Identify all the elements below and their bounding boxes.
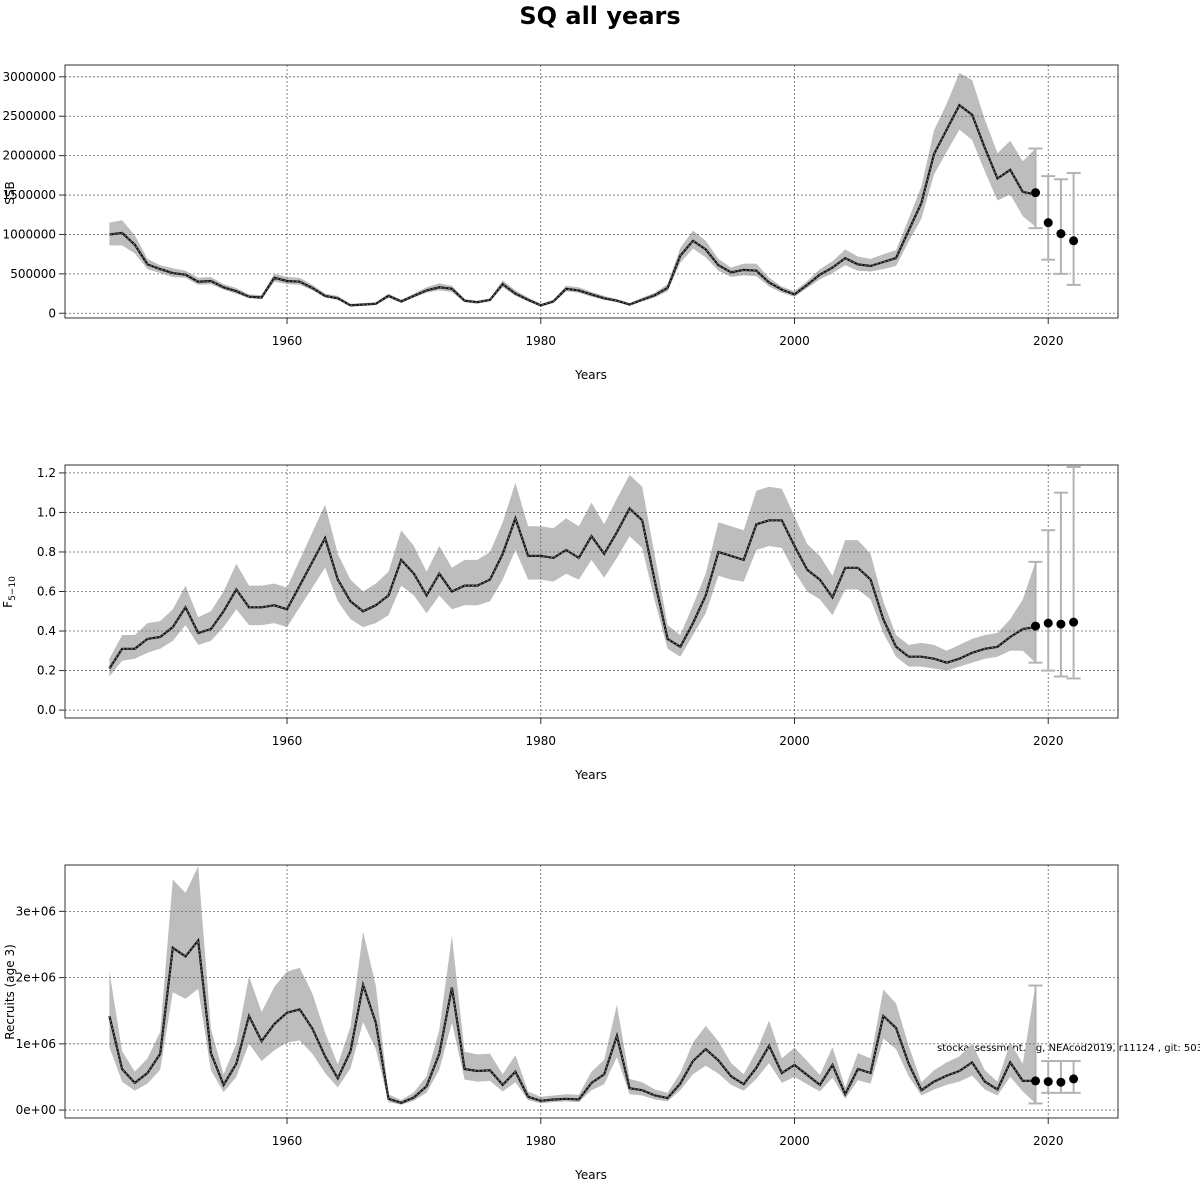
ssb-y-tick-label: 2500000: [3, 109, 56, 123]
ssb-x-tick-label: 1980: [525, 334, 556, 348]
recruits-y-tick-label: 2e+06: [16, 971, 56, 985]
fbar-confidence-band: [109, 474, 1036, 677]
ssb-forecast-point: [1043, 218, 1053, 228]
recruits-confidence-band: [109, 866, 1036, 1105]
panel-recruits: Years Recruits (age 3) stockassessment.o…: [3, 864, 1200, 1182]
ssb-confidence-band: [109, 72, 1036, 307]
recruits-x-tick-label: 2020: [1033, 1134, 1064, 1148]
fbar-forecast-point: [1056, 619, 1066, 629]
recruits-plot-area: [65, 865, 1118, 1118]
fbar-y-tick-label: 0.4: [37, 624, 56, 638]
fbar-y-tick-label: 0.0: [37, 703, 56, 717]
fbar-y-tick-label: 0.2: [37, 664, 56, 678]
fbar-ylabel: F5−10: [1, 576, 18, 608]
chart-title: SQ all years: [519, 2, 681, 30]
ssb-y-tick-label: 3000000: [3, 70, 56, 84]
fbar-y-tick-label: 0.8: [37, 545, 56, 559]
ssb-x-tick-label: 2020: [1033, 334, 1064, 348]
recruits-plot-frame: [64, 864, 1119, 1119]
recruits-forecast-point: [1031, 1076, 1041, 1086]
ssb-y-tick-label: 1500000: [3, 188, 56, 202]
ssb-x-tick-label: 1960: [272, 334, 303, 348]
recruits-x-tick-label: 2000: [779, 1134, 810, 1148]
ssb-ylabel: SSB: [3, 181, 17, 204]
fbar-plot-area: [65, 465, 1118, 718]
ssb-y-tick-label: 1000000: [3, 227, 56, 241]
fbar-x-tick-label: 1980: [525, 734, 556, 748]
panel-fbar: Years F5−10 1960 1980 2000 2020 0.0 0.2 0.4 0.6…: [1, 464, 1119, 782]
footnote-text: stockassessment.org, NEAcod2019, r11124 …: [937, 1043, 1200, 1054]
ssb-xlabel: Years: [574, 368, 607, 382]
fbar-ylabel-sub: 5−10: [8, 576, 18, 601]
recruits-y-tick-label: 3e+06: [16, 904, 56, 918]
fbar-xlabel: Years: [574, 768, 607, 782]
fbar-forecast-point: [1043, 618, 1053, 628]
ssb-x-tick-label: 2000: [779, 334, 810, 348]
fbar-y-tick-label: 0.6: [37, 585, 56, 599]
fbar-x-tick-label: 1960: [272, 734, 303, 748]
fbar-ylabel-main: F: [1, 601, 15, 608]
fbar-estimate-line-dotted: [108, 507, 1036, 669]
ssb-plot-frame: [64, 64, 1119, 319]
recruits-x-tick-label: 1980: [525, 1134, 556, 1148]
fbar-y-tick-label: 1.2: [37, 466, 56, 480]
recruits-x-tick-label: 1960: [272, 1134, 303, 1148]
recruits-y-tick-label: 0e+00: [16, 1103, 56, 1117]
recruits-forecast-point: [1043, 1077, 1053, 1087]
recruits-estimate-line-dotted: [108, 939, 1036, 1104]
fbar-x-tick-label: 2020: [1033, 734, 1064, 748]
recruits-ylabel: Recruits (age 3): [3, 944, 17, 1040]
ssb-y-tick-label: 2000000: [3, 149, 56, 163]
ssb-estimate-line: [109, 103, 1036, 307]
fbar-forecast-point: [1069, 617, 1079, 627]
fbar-forecast-point: [1031, 621, 1041, 631]
ssb-forecast-point: [1056, 229, 1066, 239]
recruits-y-tick-label: 1e+06: [16, 1037, 56, 1051]
ssb-estimate-line-dotted: [109, 104, 1036, 306]
ssb-forecast-point: [1031, 188, 1041, 198]
fbar-x-tick-label: 2000: [779, 734, 810, 748]
ssb-plot-area: [65, 65, 1118, 318]
fbar-y-tick-label: 1.0: [37, 505, 56, 519]
recruits-forecast-point: [1069, 1074, 1079, 1084]
ssb-y-tick-label: 500000: [10, 267, 56, 281]
ssb-y-tick-label: 0: [48, 306, 56, 320]
recruits-xlabel: Years: [574, 1168, 607, 1182]
panel-ssb: Years SSB 1960 1980 2000 2020 0 500000 1000000…: [3, 64, 1119, 382]
recruits-forecast-point: [1056, 1077, 1066, 1087]
ssb-forecast-point: [1069, 236, 1079, 246]
